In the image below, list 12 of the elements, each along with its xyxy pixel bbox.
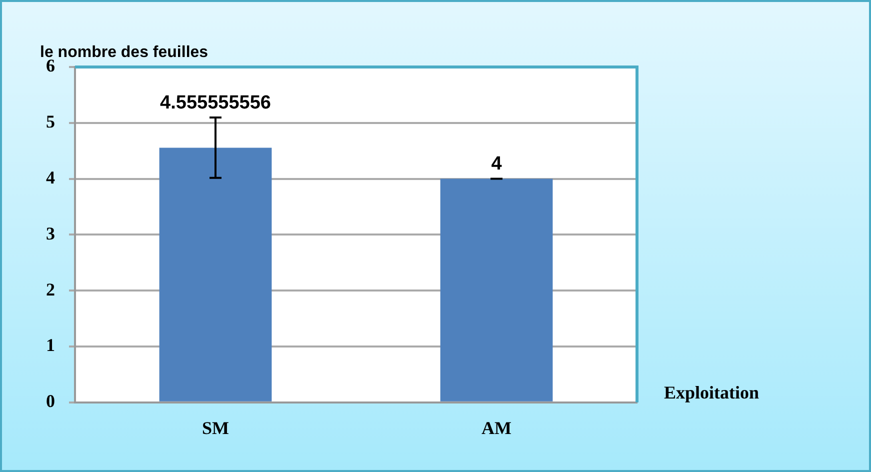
y-tick-label: 3 xyxy=(46,223,55,244)
y-tick-label: 4 xyxy=(46,167,55,188)
y-axis-title: le nombre des feuilles xyxy=(40,44,208,61)
y-tick-label: 5 xyxy=(46,112,55,132)
x-tick-label: SM xyxy=(202,418,230,438)
data-label: 4 xyxy=(491,154,502,175)
y-tick-label: 2 xyxy=(46,279,55,300)
y-tick-label: 1 xyxy=(46,335,55,356)
x-tick-label: AM xyxy=(482,418,512,438)
y-tick-label: 0 xyxy=(46,391,55,412)
data-label: 4.555555556 xyxy=(160,92,271,114)
x-axis-title: Exploitation xyxy=(664,382,760,402)
